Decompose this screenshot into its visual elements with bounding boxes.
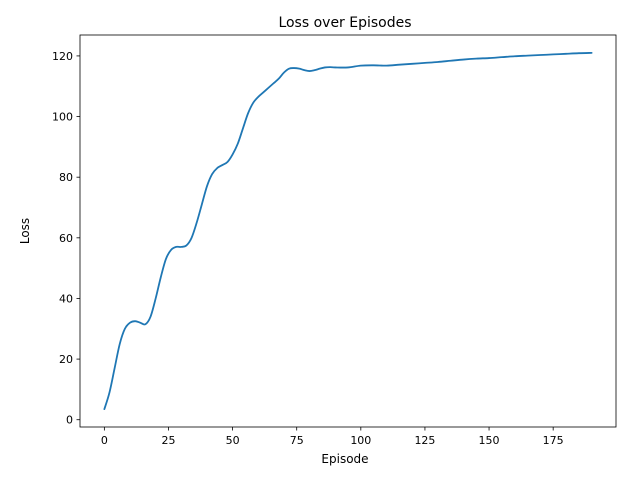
y-tick-label: 60	[59, 232, 73, 245]
series-layer	[103, 51, 593, 411]
x-tick-label: 175	[543, 434, 564, 447]
loss-series-line	[103, 51, 593, 411]
plot-frame	[79, 34, 617, 428]
y-tick-label: 100	[52, 111, 73, 124]
x-tick-label: 50	[226, 434, 240, 447]
y-tick-label: 20	[59, 353, 73, 366]
x-tick-label: 125	[414, 434, 435, 447]
y-axis: 0 20 40 60 80 100 120	[52, 50, 80, 427]
x-tick-label: 75	[290, 434, 304, 447]
y-tick-label: 120	[52, 50, 73, 63]
x-tick-label: 25	[161, 434, 175, 447]
x-tick-label: 100	[350, 434, 371, 447]
y-tick-label: 0	[66, 414, 73, 427]
y-tick-label: 40	[59, 292, 73, 305]
x-axis: 0 25 50 75 100 125 150 175	[101, 427, 564, 447]
chart-title: Loss over Episodes	[278, 15, 411, 31]
x-tick-label: 0	[101, 434, 108, 447]
y-axis-label: Loss	[18, 218, 32, 244]
x-tick-label: 150	[479, 434, 500, 447]
y-tick-label: 80	[59, 171, 73, 184]
x-axis-label: Episode	[321, 452, 368, 466]
